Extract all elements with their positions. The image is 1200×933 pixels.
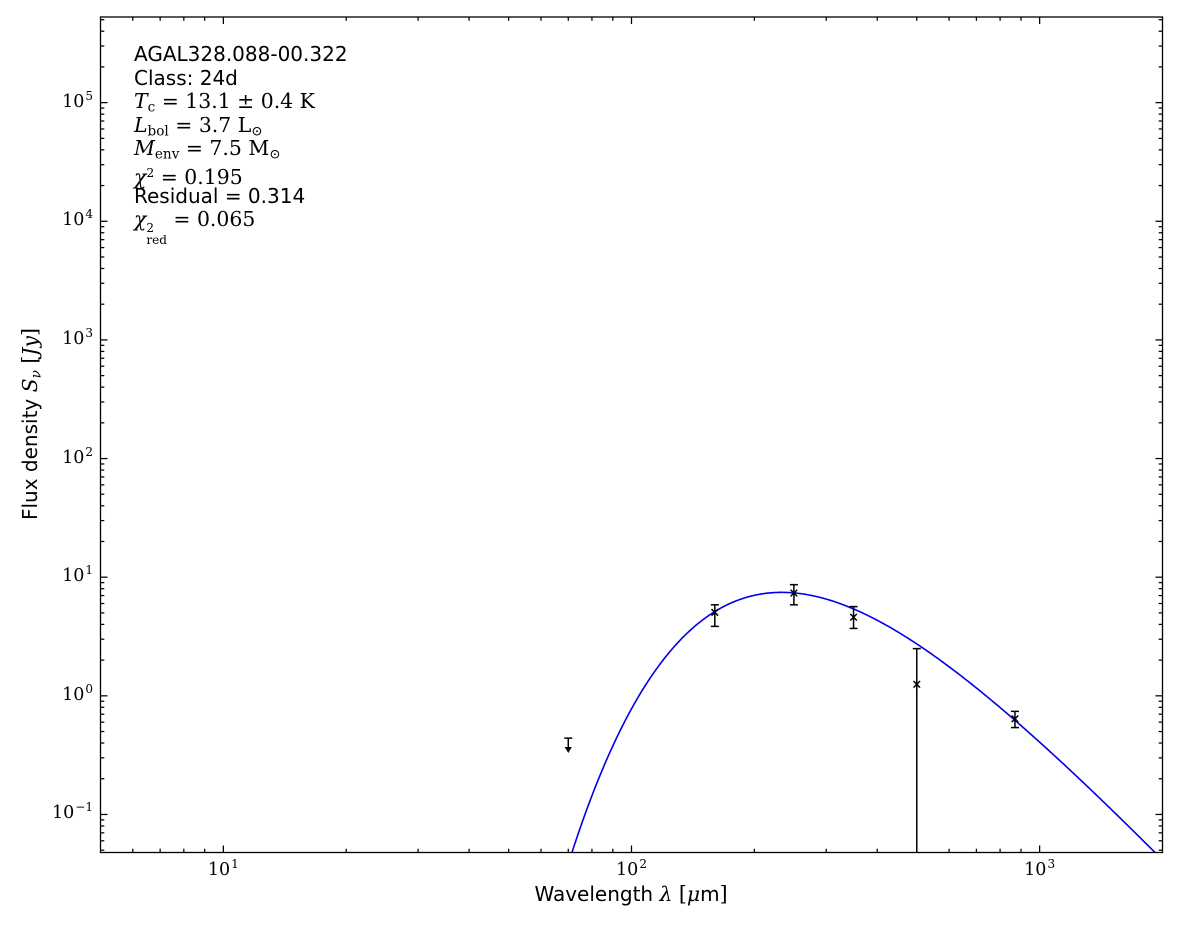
y-tick-label-1e4: 104 <box>62 207 93 231</box>
text-token: S <box>18 378 42 393</box>
data-marker-x <box>710 608 719 617</box>
x-tick-label-1e3: 103 <box>1024 857 1056 880</box>
x-tick-label-1e1: 101 <box>207 857 239 880</box>
annotation-chi-squared-reduced: χ 2 red = 0.065 <box>134 207 348 246</box>
annotation-chi-squared: χ2 = 0.195 <box>134 161 348 189</box>
y-axis-label: Flux density Sν [Jy] <box>18 244 44 604</box>
text-token: env <box>154 146 180 163</box>
annotation-envelope-mass: Menv = 7.5 M⊙ <box>134 136 348 163</box>
exponent: 1 <box>85 563 93 578</box>
y-tick-label-1e5: 105 <box>62 88 93 112</box>
text-token: Flux density <box>18 392 42 520</box>
subscript: red <box>146 233 167 248</box>
text-token: λ <box>659 882 673 906</box>
y-tick-label-1e0: 100 <box>62 681 93 705</box>
y-tick-label-1e1: 101 <box>62 563 93 587</box>
text-token: ⊙ <box>269 146 281 163</box>
text-token: T <box>134 89 148 114</box>
text-token: L <box>134 112 148 137</box>
x-axis-label: Wavelength λ [μm] <box>431 882 831 906</box>
text-token: Jy <box>18 335 42 356</box>
exponent: 5 <box>85 88 93 103</box>
text-token: c <box>147 99 156 116</box>
text-token: = 13.1 ± 0.4 K <box>155 89 315 114</box>
text-token: = 0.065 <box>166 207 256 232</box>
text-token: ν <box>28 370 45 379</box>
exponent: 3 <box>1047 857 1056 871</box>
text-token: μ <box>686 882 701 906</box>
text-token: Class: 24d <box>134 65 238 90</box>
y-tick-label-1e-1: 10−1 <box>52 800 93 824</box>
text-token: = 7.5 M <box>179 136 270 161</box>
annotation-source-name: AGAL328.088-00.322 <box>134 42 348 67</box>
text-token: = 3.7 L <box>168 112 252 137</box>
data-marker-x <box>849 613 858 622</box>
text-token: bol <box>147 123 169 140</box>
annotation-residual: Residual = 0.314 <box>134 183 348 209</box>
exponent: 2 <box>639 857 647 871</box>
text-token: AGAL328.088-00.322 <box>134 42 348 66</box>
annotation-temperature: Tc = 13.1 ± 0.4 K <box>134 89 348 116</box>
annotation-class-label: Class: 24d <box>134 65 348 91</box>
text-token: χ <box>134 207 147 232</box>
exponent: 0 <box>85 681 93 696</box>
superscript: 2 <box>146 221 154 236</box>
x-tick-label-1e2: 102 <box>616 857 647 880</box>
exponent: 1 <box>231 857 239 871</box>
exponent: −1 <box>75 800 93 815</box>
y-tick-label-1e2: 102 <box>62 444 93 468</box>
text-token: ⊙ <box>251 123 263 140</box>
exponent: 3 <box>85 325 93 340</box>
text-token: = 0.195 <box>154 164 243 189</box>
supsub-token: 2 red <box>146 222 167 246</box>
text-token: ] <box>18 328 42 336</box>
y-tick-label-1e3: 103 <box>62 325 93 349</box>
upper-limit-arrow <box>564 746 572 753</box>
text-token: [ <box>18 355 42 371</box>
text-token: χ <box>134 164 147 189</box>
data-marker-x <box>912 680 921 689</box>
text-token: 2 <box>146 164 155 180</box>
text-token: Residual = 0.314 <box>134 183 306 208</box>
text-token: ] <box>719 882 728 906</box>
text-token: [ <box>672 882 687 906</box>
exponent: 2 <box>85 444 93 459</box>
fit-annotation: AGAL328.088-00.322 Class: 24d Tc = 13.1 ± … <box>134 42 348 246</box>
data-marker-x <box>790 589 798 597</box>
text-token: M <box>134 136 155 161</box>
data-marker-x <box>1011 714 1019 723</box>
text-token: Wavelength <box>534 882 660 906</box>
exponent: 4 <box>85 207 93 222</box>
text-token: m <box>700 882 720 906</box>
annotation-luminosity: Lbol = 3.7 L⊙ <box>134 112 348 140</box>
